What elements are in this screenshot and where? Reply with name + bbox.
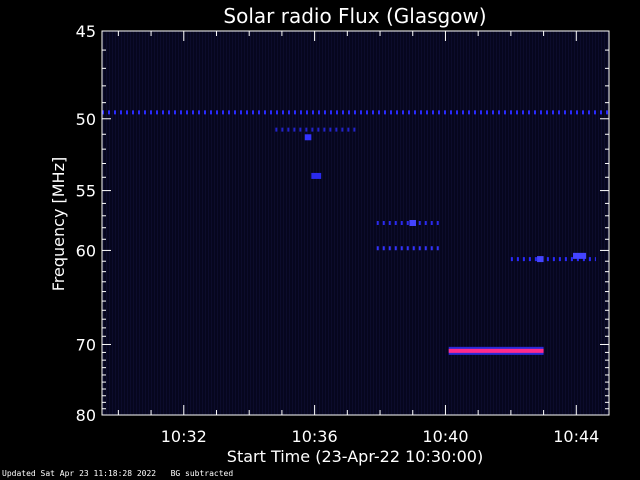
x-tick-label: 10:32 — [161, 427, 207, 446]
x-tick-label: 10:44 — [553, 427, 599, 446]
plot-frame — [101, 30, 610, 416]
feature-spot-2 — [304, 134, 312, 141]
feature-spot-9 — [573, 252, 587, 259]
footer-note: BG subtracted — [170, 469, 234, 478]
feature-spot-3 — [311, 172, 322, 179]
feature-burst-10 — [448, 348, 544, 353]
plot-background — [102, 31, 609, 415]
y-axis-label: Frequency [MHz] — [49, 157, 68, 291]
y-tick-label: 60 — [76, 241, 96, 260]
feature-spot-5 — [409, 220, 417, 226]
feature-spot-8 — [537, 256, 544, 263]
y-tick-label: 70 — [76, 335, 96, 354]
x-axis-label: Start Time (23-Apr-22 10:30:00) — [227, 447, 483, 466]
y-tick-label: 55 — [76, 182, 96, 201]
footer-updated: Updated Sat Apr 23 11:18:28 2022 — [2, 469, 157, 478]
spectrogram-features — [102, 110, 609, 355]
footer: Updated Sat Apr 23 11:18:28 2022 BG subt… — [2, 469, 233, 478]
y-tick-label: 50 — [76, 110, 96, 129]
x-tick-label: 10:36 — [292, 427, 338, 446]
y-tick-label: 80 — [76, 406, 96, 425]
chart-title: Solar radio Flux (Glasgow) — [223, 4, 486, 28]
x-axis: 10:32 10:36 10:40 10:44 — [117, 31, 599, 446]
y-tick-label: 45 — [76, 22, 96, 41]
y-axis: 45 50 55 60 70 80 — [76, 22, 609, 425]
x-tick-label: 10:40 — [422, 427, 468, 446]
